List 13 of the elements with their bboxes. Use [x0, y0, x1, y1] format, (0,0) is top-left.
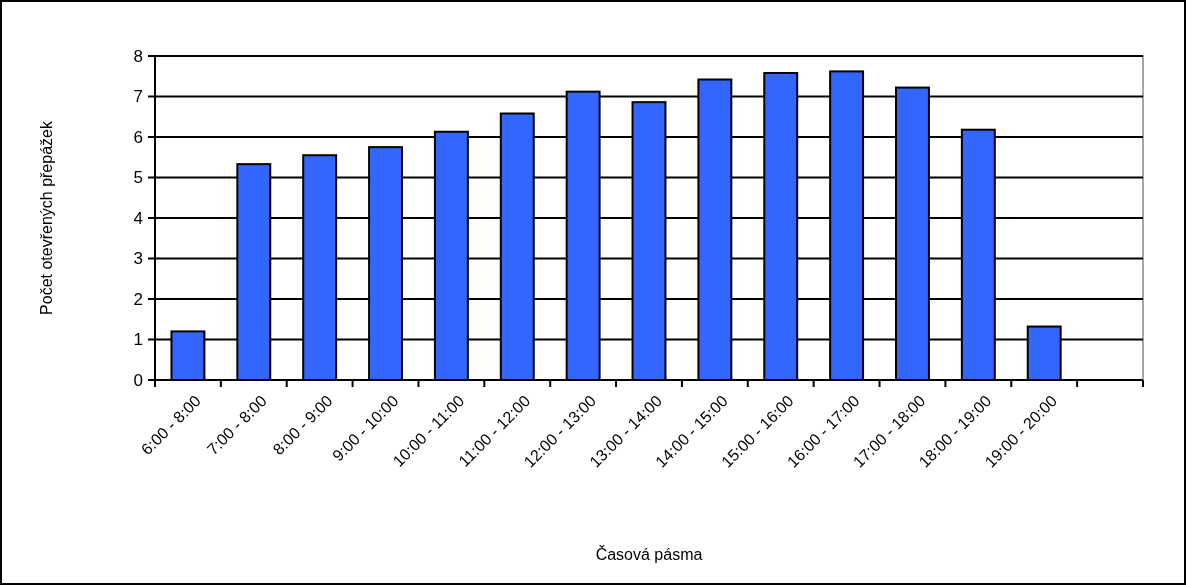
- x-axis-title: Časová pásma: [595, 545, 703, 563]
- y-tick-label: 2: [133, 289, 143, 309]
- y-tick-label: 6: [133, 127, 143, 147]
- y-tick-label: 0: [133, 370, 143, 390]
- y-tick-label: 5: [133, 168, 143, 188]
- y-tick-label: 7: [133, 87, 143, 107]
- y-tick-label: 8: [133, 46, 143, 66]
- y-tick-label: 3: [133, 249, 143, 269]
- x-tick-label: 7:00 - 8:00: [203, 391, 270, 459]
- x-tick-label: 6:00 - 8:00: [137, 391, 205, 459]
- y-axis-title: Počet otevřených přepážek: [38, 120, 55, 315]
- y-tick-label: 1: [133, 330, 143, 350]
- y-tick-label: 4: [133, 208, 143, 228]
